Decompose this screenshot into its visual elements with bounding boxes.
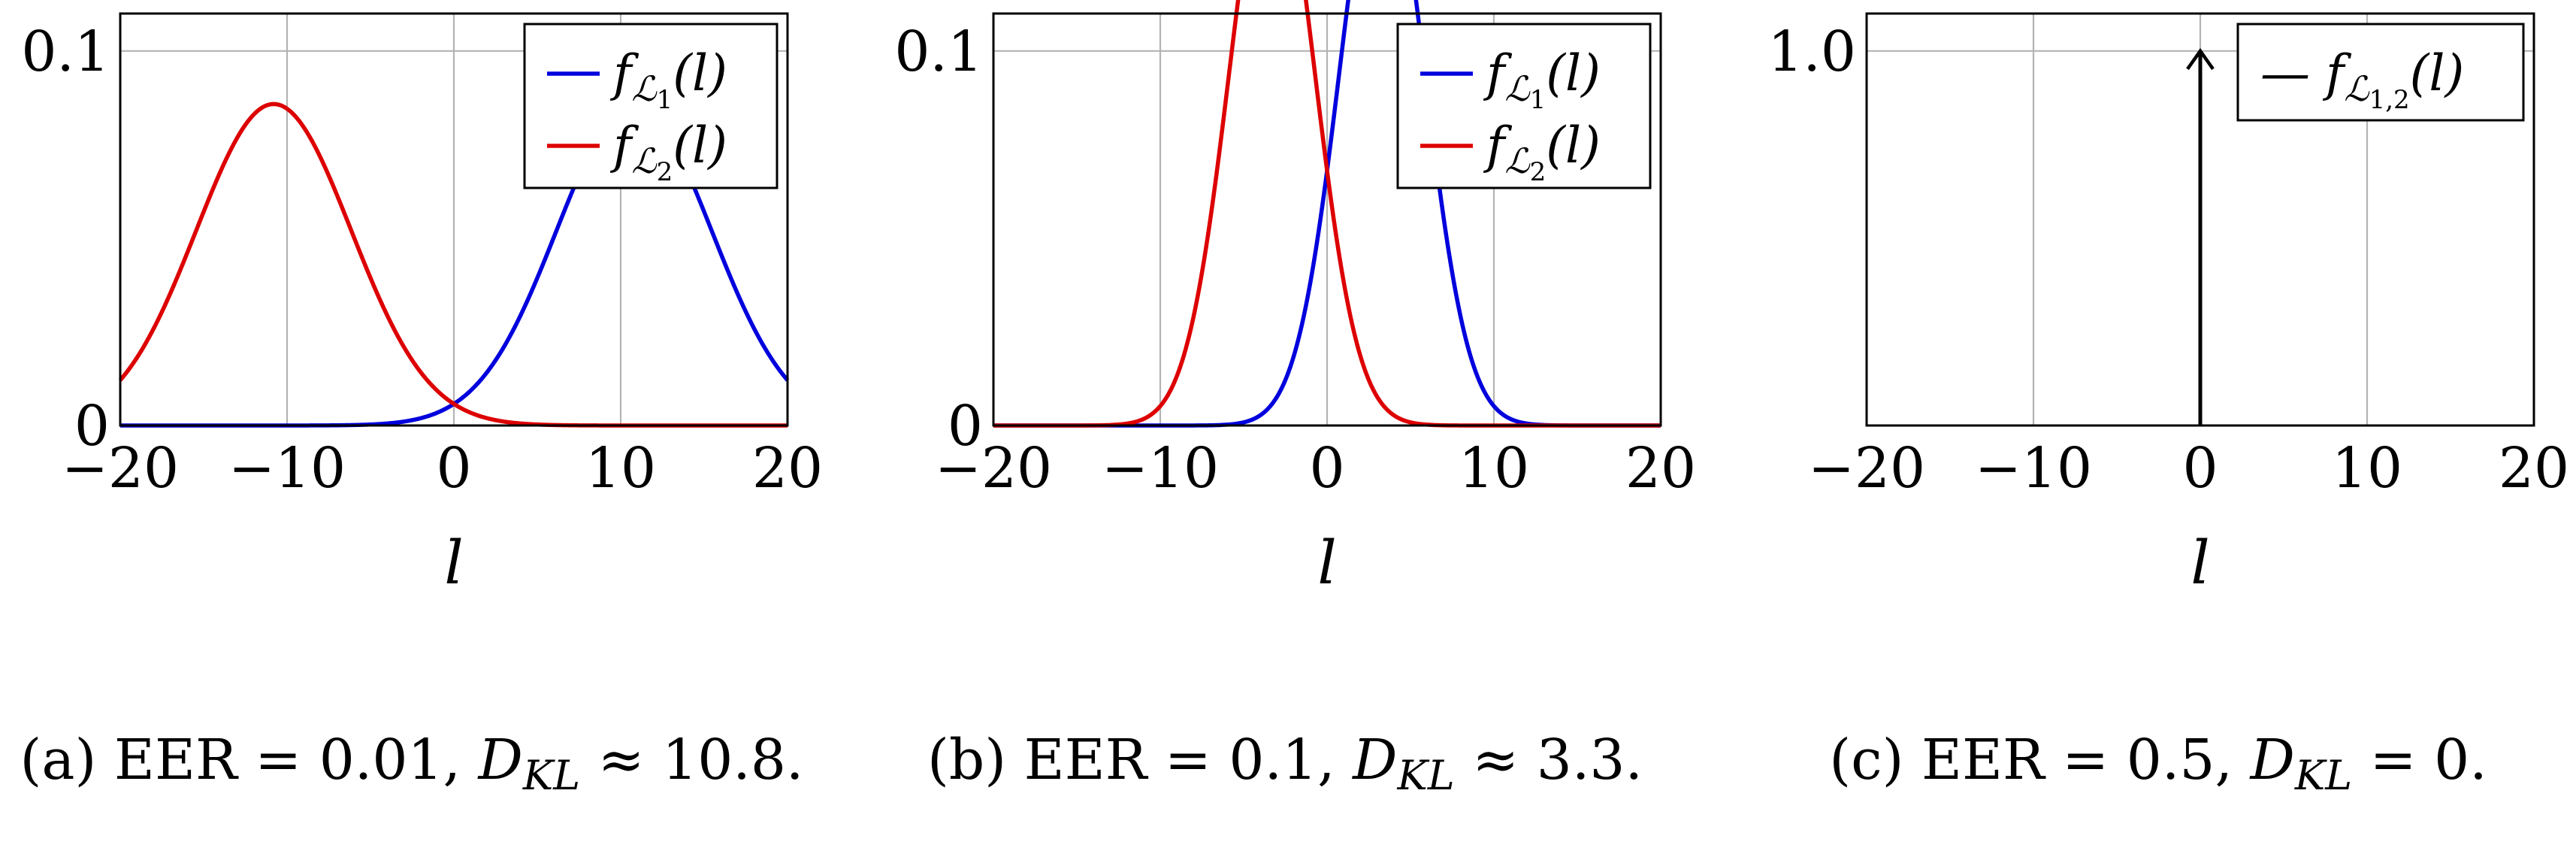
panel-caption: (a) EER = 0.01, DKL ≈ 10.8.: [20, 728, 804, 799]
x-tick-label: −10: [1975, 436, 2092, 501]
x-tick-label: 0: [436, 436, 471, 501]
chart-panel-b: −20 −10 0 10 20 0 0.1 l fℒ1(l)fℒ2(l) (b) EER = 0.…: [894, 0, 1696, 799]
panel-caption: (b) EER = 0.1, DKL ≈ 3.3.: [927, 728, 1643, 799]
x-tick-label: −10: [228, 436, 346, 501]
x-tick-label: 10: [1459, 436, 1529, 501]
legend-label-1: fℒ1(l): [609, 44, 727, 115]
y-tick-label: 0: [948, 394, 983, 459]
x-tick-label: 0: [1309, 436, 1344, 501]
legend-label-1: — fℒ1,2(l): [2260, 44, 2464, 115]
plot-frame: [1865, 12, 2535, 427]
chart-panel-c: −20 −10 0 10 20 1.0 l — fℒ1,2(l) (c) EER = 0.5, …: [1767, 12, 2569, 799]
x-axis-label: l: [444, 528, 464, 598]
x-tick-label: 20: [2499, 436, 2569, 501]
plot-frame: [992, 12, 1662, 427]
legend-box: [1396, 23, 1652, 189]
x-tick-label: 10: [2332, 436, 2402, 501]
legend-box: [523, 23, 779, 189]
x-tick-label: −10: [1102, 436, 1219, 501]
legend-label-1: fℒ1(l): [1483, 44, 1601, 115]
legend: fℒ1(l)fℒ2(l): [523, 23, 779, 189]
x-tick-label: 10: [585, 436, 656, 501]
panel-caption: (c) EER = 0.5, DKL = 0.: [1829, 728, 2487, 799]
legend-box: [2236, 23, 2525, 122]
legend-label-2: fℒ2(l): [1483, 117, 1601, 187]
x-tick-label: −20: [935, 436, 1052, 501]
legend: fℒ1(l)fℒ2(l): [1396, 23, 1652, 189]
plot-frame: [119, 12, 789, 427]
y-tick-label: 1.0: [1767, 20, 1856, 84]
chart-panel-a: −20 −10 0 10 20 0 0.1 l fℒ1(l)fℒ2(l) (a) EER = 0.…: [20, 12, 823, 799]
x-axis-label: l: [2191, 528, 2210, 598]
legend: — fℒ1,2(l): [2236, 23, 2525, 122]
x-tick-label: 20: [752, 436, 823, 501]
y-tick-label: 0.1: [21, 20, 110, 84]
y-tick-label: 0: [74, 394, 110, 459]
x-tick-label: −20: [62, 436, 179, 501]
impulse-arrowhead: [2186, 47, 2215, 71]
x-tick-label: 20: [1625, 436, 1696, 501]
x-axis-label: l: [1317, 528, 1337, 598]
x-tick-label: −20: [1808, 436, 1925, 501]
y-tick-label: 0.1: [894, 20, 983, 84]
x-tick-label: 0: [2182, 436, 2218, 501]
